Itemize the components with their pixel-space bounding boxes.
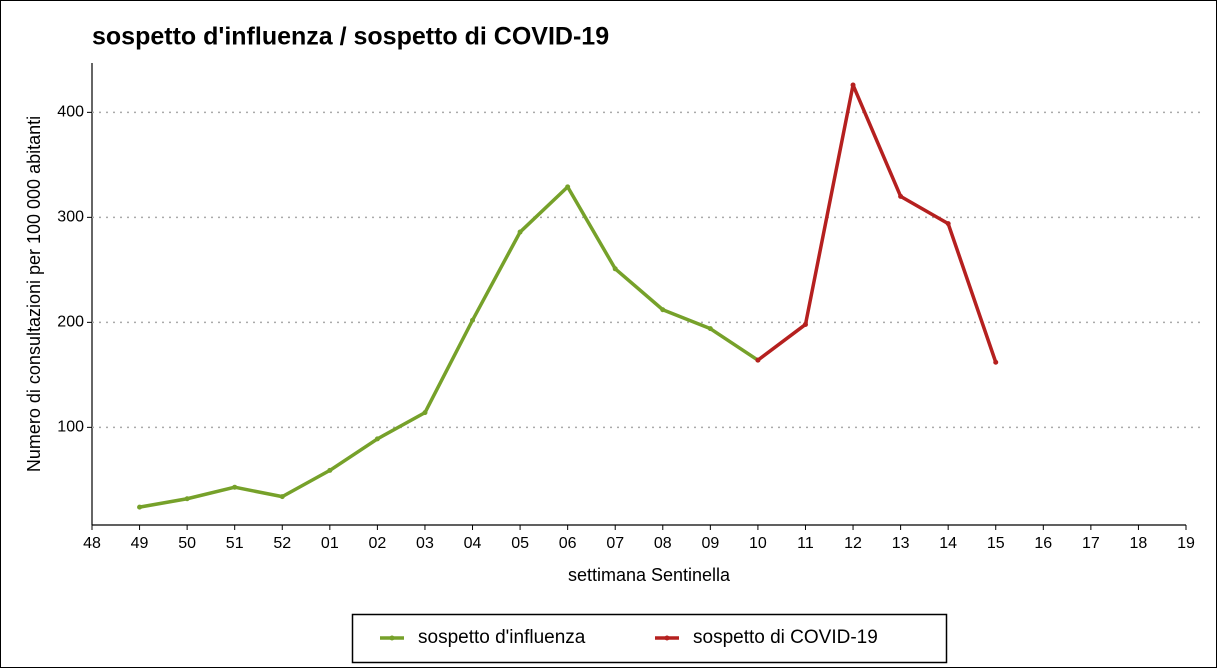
point: [945, 221, 951, 227]
point: [993, 359, 999, 365]
point: [517, 229, 523, 235]
x-tick-label: 48: [83, 535, 101, 552]
x-tick-label: 12: [844, 535, 862, 552]
series-line: [756, 83, 998, 363]
x-tick-label: 18: [1130, 535, 1148, 552]
x-tick-label: 14: [939, 535, 957, 552]
chart-title: sospetto d'influenza / sospetto di COVID…: [92, 23, 609, 51]
x-tick-label: 09: [701, 535, 719, 552]
point: [327, 467, 333, 473]
point: [422, 410, 428, 416]
point: [850, 82, 856, 88]
legend-label: sospetto d'influenza: [418, 627, 586, 648]
x-tick-label: 03: [416, 535, 434, 552]
x-axis-title: settimana Sentinella: [568, 565, 731, 585]
point: [279, 494, 285, 500]
point: [470, 317, 476, 323]
x-tick-label: 02: [368, 535, 386, 552]
point: [565, 184, 571, 190]
x-tick-label: 01: [321, 535, 339, 552]
y-tick-label: 300: [57, 209, 84, 226]
point: [898, 193, 904, 199]
point: [374, 436, 380, 442]
point: [707, 326, 713, 332]
point: [755, 357, 761, 363]
point: [660, 307, 666, 313]
x-tick-label: 49: [131, 535, 149, 552]
series-line: [139, 185, 759, 509]
x-tick-label: 11: [797, 535, 814, 552]
y-tick-label: 400: [57, 104, 84, 121]
x-tick-label: 06: [559, 535, 577, 552]
y-tick-label: 100: [57, 419, 84, 436]
y-tick-label: 200: [57, 314, 84, 331]
point: [802, 321, 808, 327]
x-tick-label: 19: [1177, 535, 1195, 552]
x-tick-label: 16: [1034, 535, 1052, 552]
legend-label: sospetto di COVID-19: [693, 627, 878, 648]
point: [232, 484, 238, 490]
x-tick-label: 13: [892, 535, 910, 552]
point: [137, 504, 143, 510]
x-tick-label: 15: [987, 535, 1005, 552]
point: [612, 266, 618, 272]
x-tick-label: 10: [749, 535, 767, 552]
y-axis-title: Numero di consultazioni per 100 000 abit…: [24, 116, 44, 472]
x-tick-label: 50: [178, 535, 196, 552]
x-tick-label: 07: [606, 535, 624, 552]
x-tick-label: 04: [464, 535, 482, 552]
legend-dot: [664, 635, 670, 641]
x-tick-label: 17: [1082, 535, 1100, 552]
x-tick-label: 52: [273, 535, 291, 552]
point: [184, 496, 190, 502]
legend-box: [351, 613, 948, 664]
legend-dot: [389, 635, 395, 641]
x-tick-label: 51: [226, 535, 244, 552]
x-tick-label: 05: [511, 535, 529, 552]
x-tick-label: 08: [654, 535, 672, 552]
